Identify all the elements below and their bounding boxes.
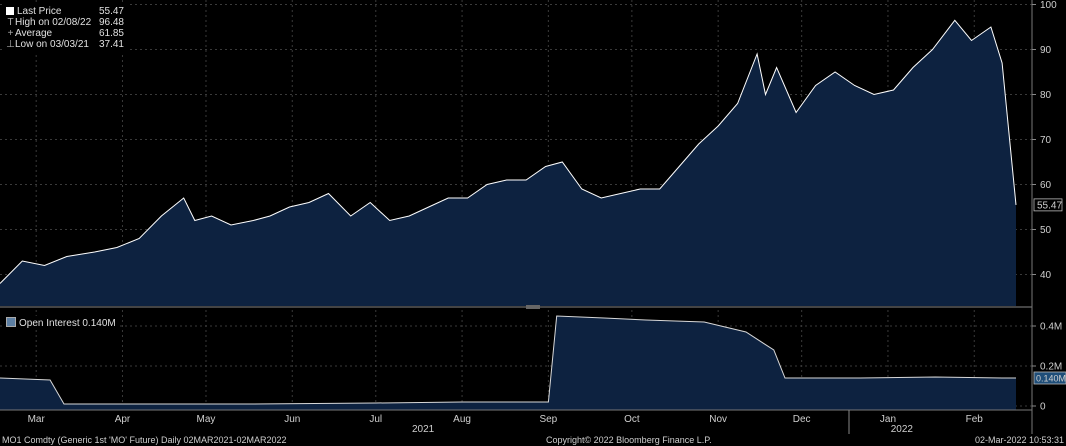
- month-tick-label: Nov: [709, 414, 727, 425]
- legend-last-price-value: 55.47: [98, 6, 124, 17]
- price-tick-label: 80: [1040, 90, 1052, 101]
- price-tick-label: 90: [1040, 45, 1052, 56]
- legend-high-label: High on 02/08/22: [15, 17, 92, 28]
- footer-timestamp: 02-Mar-2022 10:53:31: [974, 435, 1064, 445]
- legend-last-price-label: Last Price: [17, 6, 62, 17]
- year-tick-label: 2021: [412, 424, 435, 435]
- oi-tick-label: 0.2M: [1040, 362, 1062, 373]
- legend-average-value: 61.85: [98, 28, 124, 39]
- legend-low-label: Low on 03/03/21: [15, 39, 89, 50]
- low-marker-icon: ⊥: [6, 39, 15, 50]
- average-marker-icon: +: [7, 28, 14, 39]
- legend-last-price: Last Price 55.47: [6, 6, 124, 17]
- month-tick-label: Jan: [880, 414, 896, 425]
- price-axis: 40 50 60 70 80 90 100: [1032, 0, 1057, 281]
- oi-legend-label: Open Interest 0.140M: [19, 318, 116, 329]
- price-tick-label: 100: [1040, 0, 1057, 11]
- footer: MO1 Comdty (Generic 1st 'MO' Future) Dai…: [0, 435, 1066, 446]
- footer-security: MO1 Comdty (Generic 1st 'MO' Future) Dai…: [2, 435, 287, 445]
- legend-high: THigh on 02/08/22 96.48: [6, 17, 124, 28]
- month-tick-label: Feb: [966, 414, 984, 425]
- month-tick-label: Jul: [369, 414, 382, 425]
- oi-swatch-icon: [6, 317, 16, 327]
- high-marker-icon: T: [7, 17, 14, 28]
- last-oi-label: 0.140M: [1036, 374, 1066, 384]
- price-tick-label: 40: [1040, 270, 1052, 281]
- year-tick-label: 2022: [891, 424, 914, 435]
- panel-resize-handle[interactable]: [526, 305, 540, 309]
- oi-tick-label: 0: [1040, 402, 1046, 413]
- oi-area: [0, 316, 1016, 410]
- time-axis: Mar Apr May Jun Jul Aug Sep Oct Nov Dec Jan Feb 2021…: [28, 410, 984, 435]
- price-area: [0, 20, 1016, 307]
- price-tick-label: 50: [1040, 225, 1052, 236]
- oi-line: [0, 315, 1016, 405]
- price-tick-label: 70: [1040, 135, 1052, 146]
- month-tick-label: Mar: [28, 414, 46, 425]
- oi-axis: 0 0.2M 0.4M: [1032, 322, 1062, 413]
- legend-average-label: Average: [15, 28, 53, 39]
- last-price-label: 55.47: [1037, 200, 1062, 211]
- legend-low: ⊥Low on 03/03/21 37.41: [6, 39, 124, 50]
- footer-copyright: Copyright© 2022 Bloomberg Finance L.P.: [546, 435, 712, 445]
- month-tick-label: May: [197, 414, 216, 425]
- oi-legend: Open Interest 0.140M: [2, 316, 120, 330]
- month-tick-label: Aug: [453, 414, 471, 425]
- price-line: [0, 19, 1017, 284]
- last-price-box: [1033, 198, 1063, 212]
- legend-low-value: 37.41: [98, 39, 124, 50]
- oi-tick-label: 0.4M: [1040, 322, 1062, 333]
- month-tick-label: Oct: [624, 414, 640, 425]
- legend-high-value: 96.48: [98, 17, 124, 28]
- last-value-labels: 55.47 0.140M: [1033, 198, 1066, 385]
- price-legend: Last Price 55.47 THigh on 02/08/22 96.48…: [2, 4, 128, 52]
- legend-average: + Average 61.85: [6, 28, 124, 39]
- month-tick-label: Sep: [539, 414, 557, 425]
- price-tick-label: 60: [1040, 180, 1052, 191]
- white-square-icon: [6, 7, 14, 15]
- month-tick-label: Dec: [793, 414, 811, 425]
- month-tick-label: Apr: [115, 414, 131, 425]
- month-tick-label: Jun: [284, 414, 300, 425]
- last-oi-box: [1033, 371, 1066, 385]
